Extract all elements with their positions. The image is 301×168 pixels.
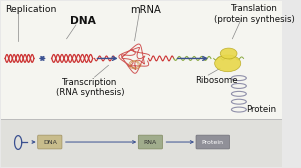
Ellipse shape — [215, 55, 241, 72]
Ellipse shape — [220, 48, 237, 59]
FancyBboxPatch shape — [2, 119, 282, 167]
FancyBboxPatch shape — [138, 135, 163, 149]
Text: Protein: Protein — [246, 105, 276, 114]
Text: DNA: DNA — [43, 140, 57, 144]
Text: Translation
(protein synthesis): Translation (protein synthesis) — [214, 4, 295, 24]
Text: Replication: Replication — [5, 5, 57, 14]
FancyBboxPatch shape — [196, 135, 230, 149]
Text: Ribosome: Ribosome — [195, 76, 238, 85]
Text: RNA: RNA — [144, 140, 157, 144]
Text: DNA: DNA — [70, 16, 96, 26]
FancyBboxPatch shape — [38, 135, 62, 149]
FancyBboxPatch shape — [2, 1, 282, 119]
Text: mRNA: mRNA — [130, 5, 161, 15]
Text: Protein: Protein — [202, 140, 224, 144]
Text: Transcription
(RNA synthesis): Transcription (RNA synthesis) — [56, 78, 124, 97]
